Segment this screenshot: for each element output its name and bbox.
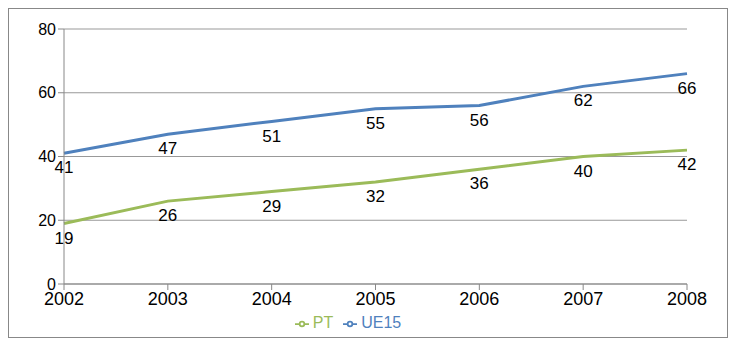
svg-text:42: 42 bbox=[678, 155, 697, 174]
html-text:UE15: UE15 bbox=[361, 314, 402, 331]
svg-text:2008: 2008 bbox=[667, 289, 707, 309]
svg-text:2003: 2003 bbox=[148, 289, 188, 309]
svg-text:41: 41 bbox=[55, 158, 74, 177]
svg-text:32: 32 bbox=[366, 187, 385, 206]
svg-text:80: 80 bbox=[38, 21, 56, 38]
svg-text:36: 36 bbox=[470, 174, 489, 193]
svg-text:29: 29 bbox=[262, 197, 281, 216]
svg-text:62: 62 bbox=[574, 91, 593, 110]
svg-text:20: 20 bbox=[38, 212, 56, 229]
svg-text:66: 66 bbox=[678, 79, 697, 98]
svg-text:2004: 2004 bbox=[252, 289, 292, 309]
html-text:PT: PT bbox=[312, 314, 334, 331]
svg-text:26: 26 bbox=[158, 206, 177, 225]
svg-text:51: 51 bbox=[262, 127, 281, 146]
svg-text:56: 56 bbox=[470, 111, 489, 130]
svg-text:47: 47 bbox=[158, 139, 177, 158]
svg-text:19: 19 bbox=[55, 229, 74, 248]
svg-text:2007: 2007 bbox=[563, 289, 603, 309]
svg-text:40: 40 bbox=[38, 148, 56, 165]
svg-text:60: 60 bbox=[38, 84, 56, 101]
svg-text:55: 55 bbox=[366, 114, 385, 133]
svg-text:40: 40 bbox=[574, 162, 593, 181]
svg-text:0: 0 bbox=[47, 276, 56, 293]
svg-text:2002: 2002 bbox=[44, 288, 84, 309]
svg-text:2006: 2006 bbox=[459, 289, 499, 309]
svg-text:2005: 2005 bbox=[355, 289, 395, 309]
